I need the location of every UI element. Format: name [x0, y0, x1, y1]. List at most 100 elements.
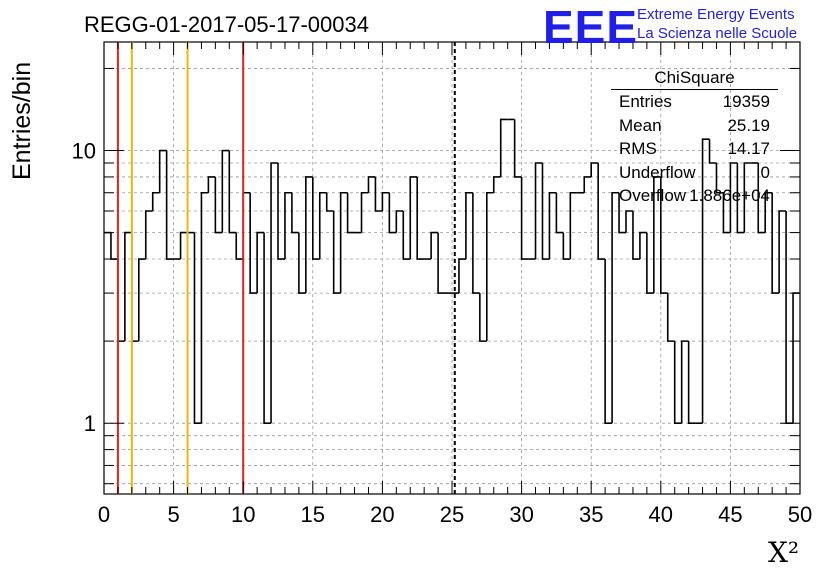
histogram-bin: [632, 211, 640, 260]
histogram-bin: [660, 176, 668, 294]
histogram-bin: [597, 162, 606, 260]
x-tick-label: 35: [579, 502, 603, 527]
stats-label: Entries: [619, 92, 672, 111]
histogram-bin: [409, 176, 418, 260]
histogram-bin: [291, 192, 299, 234]
histogram-bin: [562, 232, 571, 260]
logo-line-1: Extreme Energy Events: [637, 6, 795, 23]
histogram-bin: [138, 258, 146, 342]
histogram-bin: [771, 192, 780, 294]
histogram-bin: [479, 293, 487, 342]
histogram-bin: [492, 176, 501, 193]
chart-title: REGG-01-2017-05-17-00034: [84, 12, 369, 37]
histogram-bin: [179, 231, 188, 260]
histogram-bin: [165, 150, 174, 260]
histogram-bin: [541, 162, 550, 260]
x-tick-label: 10: [231, 502, 255, 527]
x-tick-label: 5: [167, 502, 179, 527]
y-tick-label: 10: [72, 139, 96, 164]
histogram-bin: [367, 176, 376, 193]
histogram-bin: [666, 293, 675, 342]
histogram-bin: [249, 192, 258, 294]
histogram-bin: [680, 340, 689, 424]
histogram-bin: [499, 118, 508, 177]
axes: 0 5 10 15 20 25 30 35 40 45 50 1 10: [72, 42, 812, 527]
y-axis-label: Entries/bin: [8, 61, 36, 180]
x-tick-label: 40: [649, 502, 673, 527]
histogram-bin: [548, 191, 557, 260]
histogram-bin: [374, 176, 383, 212]
histogram-bin: [729, 162, 738, 233]
stats-row: Overflow 1.886e+04: [611, 186, 778, 210]
stats-row: Mean 25.19: [611, 116, 778, 140]
histogram-bin: [743, 162, 752, 233]
histogram-bin: [346, 192, 355, 234]
stats-row: Entries 19359: [611, 92, 778, 116]
histogram-bin: [221, 149, 230, 233]
histogram-bin: [263, 232, 272, 424]
histogram-bin: [256, 231, 265, 294]
histogram-bin: [472, 192, 480, 294]
histogram-bin: [339, 191, 348, 294]
histogram-bin: [124, 231, 132, 342]
x-tick-label: 50: [788, 502, 812, 527]
histogram-bin: [305, 176, 313, 294]
stats-row: Underflow 0: [611, 163, 778, 187]
histogram-bin: [207, 176, 216, 193]
histogram-bin: [430, 231, 439, 260]
histogram-bin: [486, 191, 494, 342]
x-axis-label: X²: [768, 536, 800, 569]
stats-label: Overflow: [619, 186, 687, 205]
histogram-bin: [235, 232, 244, 260]
histogram-bin: [778, 210, 787, 294]
histogram-bin: [757, 162, 766, 234]
histogram-bin: [687, 341, 696, 424]
histogram-bin: [653, 176, 661, 294]
histogram-bin: [646, 232, 654, 294]
x-tick-label: 30: [509, 502, 533, 527]
histogram-bin: [277, 162, 285, 260]
eee-logo: EEE: [543, 1, 639, 53]
histogram-bin: [458, 258, 466, 294]
histogram-bin: [284, 191, 292, 260]
stats-value: 19359: [722, 92, 770, 111]
histogram-bin: [604, 259, 613, 424]
histogram-bin: [639, 231, 647, 260]
histogram-bin: [611, 191, 620, 424]
histogram-bin: [228, 150, 237, 234]
histogram-bin: [437, 232, 446, 294]
histogram-bin: [625, 210, 633, 233]
histogram-bin: [318, 191, 327, 260]
histogram-bin: [402, 211, 411, 260]
stats-value: 0: [760, 162, 770, 182]
x-tick-label: 45: [718, 502, 742, 527]
histogram-bin: [395, 210, 404, 233]
stats-label: Underflow: [619, 162, 696, 182]
histogram-bin: [158, 149, 167, 193]
histogram-bin: [708, 139, 717, 164]
histogram-bin: [144, 210, 153, 260]
stats-box: ChiSquare Entries 19359 Mean 25.19 RMS 1…: [611, 68, 778, 210]
histogram-bin: [193, 232, 202, 424]
histogram-bin: [200, 191, 209, 424]
histogram-bin: [325, 192, 334, 212]
stats-label: RMS: [619, 139, 657, 158]
histogram-bin: [764, 191, 773, 233]
histogram-bin: [701, 138, 710, 424]
histogram-bin: [332, 211, 341, 294]
histogram-bin: [583, 176, 592, 193]
histogram-bin: [298, 232, 306, 294]
reference-lines: [116, 42, 456, 494]
stats-value: 25.19: [727, 115, 770, 135]
grid: [104, 42, 800, 494]
histogram-bin: [513, 119, 522, 178]
x-tick-label: 0: [98, 502, 110, 527]
stats-value: 14.17: [727, 139, 770, 158]
histogram-bin: [416, 176, 425, 260]
histogram-bars: [104, 118, 800, 424]
histogram-bin: [465, 191, 473, 260]
histogram-bin: [534, 162, 543, 260]
stats-value: 1.886e+04: [689, 186, 770, 205]
histogram-bin: [360, 191, 369, 233]
